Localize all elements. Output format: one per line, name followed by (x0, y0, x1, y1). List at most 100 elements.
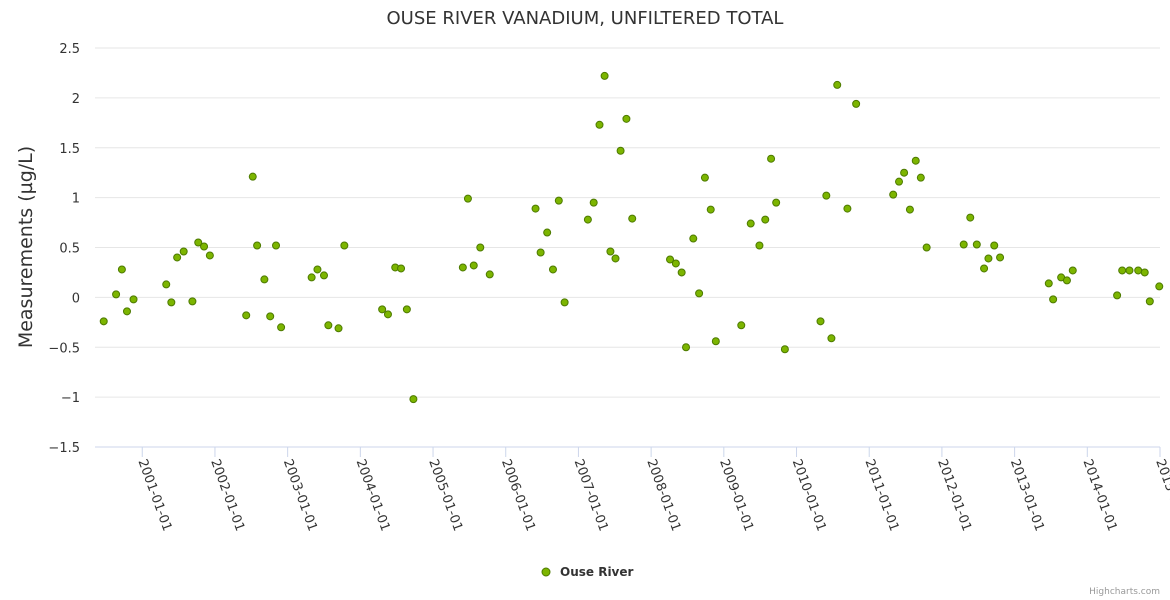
data-point[interactable] (900, 168, 909, 177)
data-point[interactable] (319, 271, 328, 280)
data-point[interactable] (833, 80, 842, 89)
data-point[interactable] (162, 280, 171, 289)
data-point[interactable] (554, 196, 563, 205)
data-point[interactable] (767, 154, 776, 163)
data-point[interactable] (706, 205, 715, 214)
data-point[interactable] (843, 204, 852, 213)
data-point[interactable] (179, 247, 188, 256)
data-point[interactable] (695, 289, 704, 298)
data-point[interactable] (677, 268, 686, 277)
data-point[interactable] (761, 215, 770, 224)
data-point[interactable] (485, 270, 494, 279)
data-point[interactable] (560, 298, 569, 307)
data-point[interactable] (463, 194, 472, 203)
data-point[interactable] (334, 324, 343, 333)
data-point[interactable] (122, 307, 131, 316)
data-point[interactable] (622, 114, 631, 123)
data-point[interactable] (531, 204, 540, 213)
data-point[interactable] (409, 395, 418, 404)
data-point[interactable] (397, 264, 406, 273)
data-point[interactable] (1155, 282, 1164, 291)
data-point[interactable] (984, 254, 993, 263)
data-point[interactable] (340, 241, 349, 250)
data-point[interactable] (167, 298, 176, 307)
data-point[interactable] (595, 120, 604, 129)
data-point[interactable] (1134, 266, 1143, 275)
data-point[interactable] (980, 264, 989, 273)
data-point[interactable] (666, 255, 675, 264)
data-point[interactable] (996, 253, 1005, 262)
data-point[interactable] (1068, 266, 1077, 275)
data-point[interactable] (543, 228, 552, 237)
data-point[interactable] (188, 297, 197, 306)
data-point[interactable] (606, 247, 615, 256)
data-point[interactable] (922, 243, 931, 252)
data-point[interactable] (313, 265, 322, 274)
data-point[interactable] (260, 275, 269, 284)
data-point[interactable] (916, 173, 925, 182)
data-point[interactable] (1062, 276, 1071, 285)
data-point[interactable] (589, 198, 598, 207)
data-point[interactable] (889, 190, 898, 199)
data-point[interactable] (205, 251, 214, 260)
credits-link[interactable]: Highcharts.com (1089, 587, 1160, 597)
data-point[interactable] (755, 241, 764, 250)
data-point[interactable] (895, 177, 904, 186)
data-point[interactable] (253, 241, 262, 250)
data-point[interactable] (383, 310, 392, 319)
data-point[interactable] (746, 219, 755, 228)
data-point[interactable] (112, 290, 121, 299)
legend-item-ouse-river[interactable]: Ouse River (541, 565, 634, 579)
data-point[interactable] (852, 99, 861, 108)
data-point[interactable] (583, 215, 592, 224)
data-point[interactable] (711, 337, 720, 346)
data-point[interactable] (671, 259, 680, 268)
data-point[interactable] (827, 334, 836, 343)
data-point[interactable] (959, 240, 968, 249)
data-point[interactable] (772, 198, 781, 207)
data-point[interactable] (972, 240, 981, 249)
data-point[interactable] (600, 71, 609, 80)
data-point[interactable] (1125, 266, 1134, 275)
data-point[interactable] (905, 205, 914, 214)
data-point[interactable] (1145, 297, 1154, 306)
data-point[interactable] (266, 312, 275, 321)
data-point[interactable] (689, 234, 698, 243)
data-point[interactable] (966, 213, 975, 222)
data-point[interactable] (242, 311, 251, 320)
data-point[interactable] (117, 265, 126, 274)
data-point[interactable] (272, 241, 281, 250)
data-point[interactable] (99, 317, 108, 326)
data-point[interactable] (173, 253, 182, 262)
data-point[interactable] (200, 242, 209, 251)
data-point[interactable] (816, 317, 825, 326)
data-point[interactable] (378, 305, 387, 314)
data-point[interactable] (548, 265, 557, 274)
data-point[interactable] (307, 273, 316, 282)
data-point[interactable] (616, 146, 625, 155)
data-point[interactable] (611, 254, 620, 263)
data-point[interactable] (1113, 291, 1122, 300)
data-point[interactable] (990, 241, 999, 250)
data-point[interactable] (536, 248, 545, 257)
data-point[interactable] (1044, 279, 1053, 288)
data-point[interactable] (194, 238, 203, 247)
data-point[interactable] (780, 345, 789, 354)
data-point[interactable] (476, 243, 485, 252)
data-point[interactable] (1049, 295, 1058, 304)
data-point[interactable] (911, 156, 920, 165)
data-point[interactable] (248, 172, 257, 181)
data-point[interactable] (628, 214, 637, 223)
data-point[interactable] (129, 295, 138, 304)
data-point[interactable] (458, 263, 467, 272)
data-point[interactable] (277, 323, 286, 332)
data-point[interactable] (1118, 266, 1127, 275)
data-point[interactable] (402, 305, 411, 314)
data-point[interactable] (737, 321, 746, 330)
data-point[interactable] (469, 261, 478, 270)
data-point[interactable] (700, 173, 709, 182)
data-point[interactable] (822, 191, 831, 200)
data-point[interactable] (324, 321, 333, 330)
data-point[interactable] (682, 343, 691, 352)
data-point[interactable] (1140, 268, 1149, 277)
